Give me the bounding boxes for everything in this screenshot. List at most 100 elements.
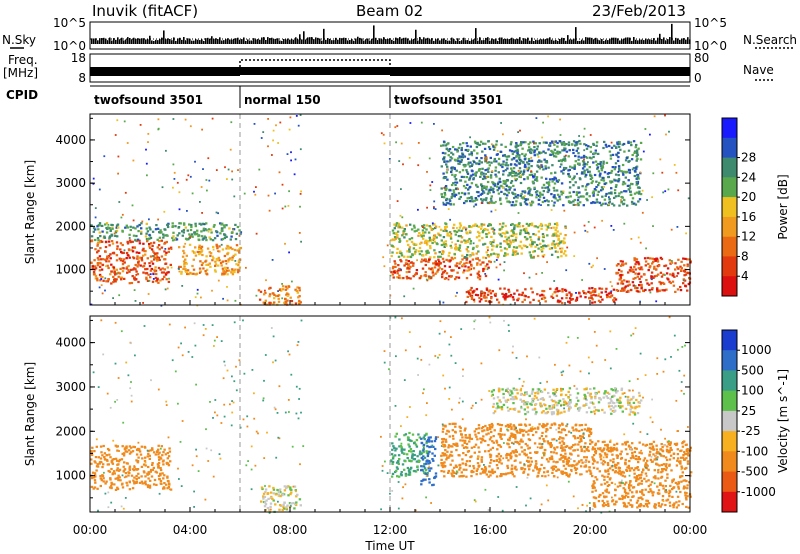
power-cell (104, 258, 107, 261)
power-cell (550, 243, 554, 246)
power-cell (271, 292, 275, 295)
power-cell (413, 252, 417, 255)
power-cell (603, 140, 606, 143)
power-cell (160, 231, 163, 234)
nsky-bar (599, 40, 601, 44)
velocity-cell (468, 440, 471, 443)
power-cell (275, 294, 278, 298)
velocity-cell (462, 474, 465, 477)
power-cell (156, 259, 159, 262)
nsky-bar (113, 38, 115, 44)
power-cell (592, 190, 595, 193)
power-cell (628, 171, 632, 174)
power-cell (524, 231, 528, 234)
velocity-cell (524, 424, 528, 427)
nsky-bar (613, 37, 615, 44)
power-cell (577, 152, 580, 155)
power-speckle (641, 189, 644, 192)
power-cell (613, 192, 617, 195)
power-cell (549, 153, 553, 156)
power-speckle (181, 285, 184, 287)
power-cell (492, 239, 496, 242)
nsky-bar (489, 40, 491, 44)
power-cell (467, 192, 470, 195)
power-cell (470, 164, 473, 167)
power-cell (217, 264, 220, 267)
power-cell (284, 288, 288, 291)
power-speckle (400, 142, 403, 145)
power-cell (557, 235, 560, 238)
velocity-cell (544, 475, 547, 478)
power-cell (443, 265, 447, 268)
power-speckle (489, 242, 491, 244)
power-cell (187, 272, 190, 276)
power-cell (162, 271, 165, 274)
power-cell (444, 226, 447, 229)
velocity-cell (452, 475, 455, 478)
power-cell (183, 262, 187, 265)
power-speckle (116, 272, 119, 275)
velocity-cell (116, 486, 119, 489)
nsky-bar (339, 37, 341, 44)
power-cell (602, 160, 605, 163)
power-cell (424, 241, 427, 245)
power-cell (567, 172, 570, 176)
power-cell (633, 192, 637, 195)
power-cell (237, 249, 241, 252)
power-speckle (473, 300, 476, 303)
velocity-cell (167, 486, 171, 489)
power-cell (521, 300, 524, 304)
nsky-bar (501, 37, 503, 44)
velocity-cell (135, 474, 138, 478)
power-cell (589, 291, 592, 295)
power-cell (534, 245, 537, 248)
power-cell (512, 192, 515, 196)
power-cell (131, 250, 135, 253)
power-cell (511, 152, 515, 155)
power-cell (565, 150, 569, 153)
velocity-cell (543, 440, 546, 443)
power-cell (481, 187, 484, 190)
power-cell (636, 152, 639, 155)
nsky-bar (143, 38, 145, 44)
velocity-cell (635, 405, 638, 408)
power-cell (499, 242, 502, 245)
power-cell (510, 141, 513, 144)
power-cell (111, 224, 114, 227)
power-cell (437, 255, 440, 258)
power-cell (597, 170, 601, 173)
velocity-cell (510, 426, 513, 429)
power-cell (511, 223, 514, 226)
power-cell (519, 203, 523, 207)
velocity-cell (526, 406, 529, 409)
power-cell (418, 253, 422, 256)
power-cell (487, 170, 490, 173)
power-cell (503, 193, 507, 196)
power-speckle (533, 142, 535, 145)
velocity-cell (585, 470, 588, 473)
velocity-cell (531, 428, 535, 431)
power-cell (601, 166, 605, 169)
power-cell (458, 266, 461, 269)
velocity-cell (558, 412, 561, 415)
velocity-cell (137, 476, 141, 479)
power-cell (636, 149, 639, 152)
power-cell (481, 237, 484, 240)
power-cell (167, 280, 171, 283)
velocity-cell (506, 423, 509, 426)
nsky-bar (575, 27, 577, 44)
velocity-cell (545, 427, 548, 431)
power-speckle (382, 256, 385, 259)
power-cell (99, 258, 103, 261)
nsky-bar (517, 38, 519, 44)
power-cell (507, 185, 511, 189)
power-cell (112, 251, 115, 254)
velocity-cell (464, 446, 467, 449)
velocity-cell (440, 458, 443, 461)
power-cell (617, 174, 620, 177)
power-cell (513, 224, 516, 227)
power-cell (621, 183, 625, 186)
power-cell (186, 269, 190, 272)
